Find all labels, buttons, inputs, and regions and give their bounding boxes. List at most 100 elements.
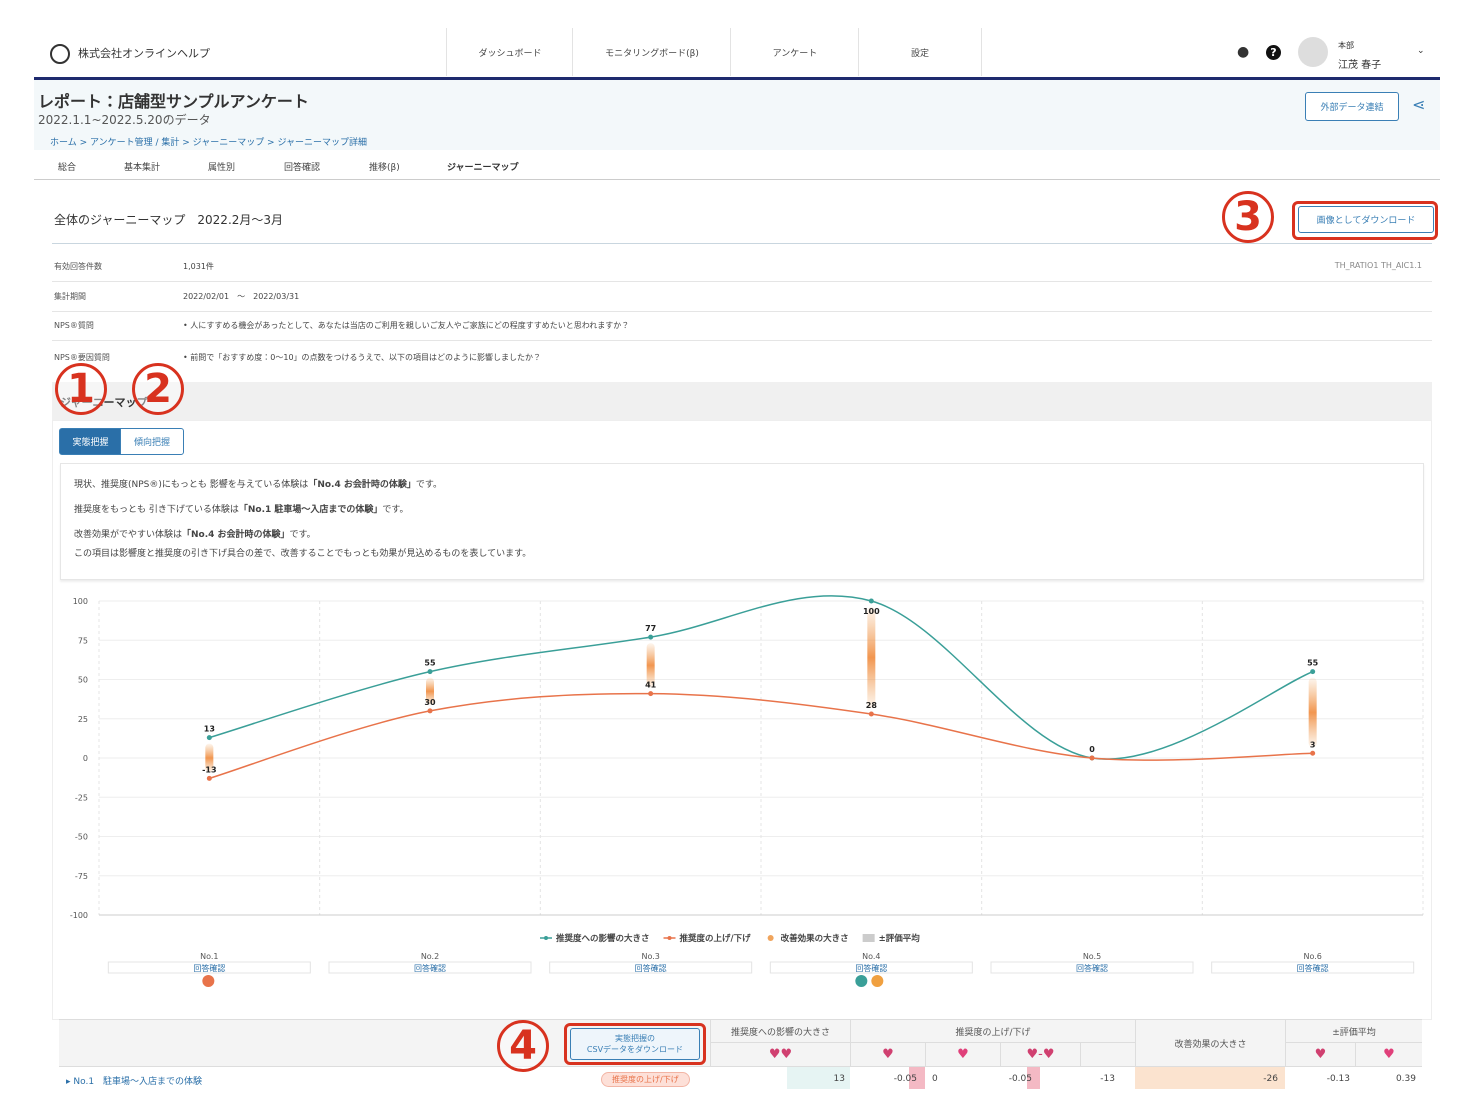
bar-bg: [1135, 1067, 1285, 1089]
data-label: 100: [863, 607, 880, 616]
y-tick-label: 50: [78, 676, 88, 685]
status-dot: [871, 975, 884, 987]
th: ±評価平均: [1285, 1020, 1422, 1042]
point: [427, 669, 433, 675]
legend-dot: [544, 936, 548, 940]
point: [868, 711, 874, 717]
answer-link[interactable]: 回答確認: [1297, 963, 1329, 973]
data-label: 3: [1310, 740, 1316, 749]
link-box: [107, 961, 311, 974]
y-tick-label: 25: [78, 715, 88, 724]
tab[interactable]: 属性別: [208, 163, 236, 173]
legend-dot: [667, 936, 672, 940]
bottom-fill: [0, 1089, 1484, 1110]
nav-item[interactable]: 設定: [858, 28, 982, 76]
link-box: [1211, 961, 1415, 974]
x-tick-label: No.6: [1303, 952, 1321, 961]
summary-post: です。: [289, 530, 316, 540]
legend-label: 推奨度への影響の大きさ: [555, 933, 650, 944]
bell-icon[interactable]: ●: [1237, 44, 1250, 60]
share-icon[interactable]: ⋖: [1412, 95, 1426, 114]
answer-link[interactable]: 回答確認: [855, 963, 887, 973]
x-tick-label: No.1: [200, 952, 218, 961]
highlight: [564, 1023, 706, 1065]
bar-bg: [1027, 1067, 1040, 1089]
toggle[interactable]: 傾向把握: [120, 428, 184, 455]
codes: TH_RATIO1 TH_AIC1.1: [1334, 261, 1422, 270]
nav-item[interactable]: アンケート: [730, 28, 859, 76]
legend-label: 推奨度の上げ/下げ: [679, 933, 752, 944]
help-icon[interactable]: ?: [1266, 45, 1281, 60]
cell-value: -0.13: [1326, 1074, 1350, 1084]
cell-value: -13: [1100, 1074, 1115, 1084]
row-name[interactable]: ▸ No.1 駐車場〜入店までの体験: [66, 1077, 203, 1087]
data-label: -13: [202, 765, 216, 774]
bar-bg: [787, 1067, 850, 1089]
th-blank: [1080, 1042, 1135, 1066]
y-tick-label: 0: [83, 754, 88, 763]
tab[interactable]: 基本集計: [124, 163, 161, 173]
dropdown[interactable]: ⌄: [1417, 46, 1425, 56]
toggle-active[interactable]: 実態把握: [59, 428, 122, 455]
report-period: 2022.1.1~2022.5.20のデータ: [38, 113, 211, 127]
data-label: 55: [1307, 659, 1319, 668]
answer-link[interactable]: 回答確認: [414, 963, 446, 973]
effect-bar: [205, 743, 214, 773]
data-label: 13: [204, 725, 215, 734]
link-box: [328, 961, 532, 974]
legend-box: [862, 934, 875, 942]
answer-link[interactable]: 回答確認: [635, 963, 667, 973]
x-tick-label: No.3: [641, 952, 659, 961]
tab[interactable]: ジャーニーマップ: [447, 163, 519, 173]
row-divider: [52, 340, 1432, 341]
summary-pre: 推奨度をもっとも 引き下げている体験は: [74, 505, 239, 515]
image-download[interactable]: 画像としてダウンロード: [1298, 206, 1434, 233]
series-line: [209, 692, 1313, 780]
summary-pre: 現状、推奨度(NPS®)にもっとも 影響を与えている体験は: [74, 480, 309, 490]
chart: -100 -75 -50 -25 0 25 50 75 100 13 55 77 100 0 55 -13 30…: [70, 595, 1424, 987]
tabs-border: [34, 179, 1440, 180]
row-name-text: No.1 駐車場〜入店までの体験: [73, 1077, 203, 1087]
company: 株式会社オンラインヘルプ: [78, 47, 210, 60]
cell-value: -26: [1263, 1074, 1278, 1084]
user-org: 本部: [1338, 41, 1354, 50]
header-border: [34, 77, 1440, 80]
point: [648, 691, 654, 697]
summary-bold: 「No.1 駐車場〜入店までの体験」: [238, 505, 383, 515]
summary-pre: この項目は影響度と推奨度の引き下げ具合の差で、改善することでもっとも効果が見込め…: [74, 549, 532, 559]
series-line: [209, 595, 1313, 760]
th: 改善効果の大きさ: [1135, 1020, 1285, 1066]
y-tick-label: -75: [75, 872, 88, 881]
y-tick-label: -50: [75, 833, 88, 842]
point: [206, 775, 212, 781]
point: [1310, 750, 1316, 756]
answer-link[interactable]: 回答確認: [1076, 963, 1108, 973]
csv-download[interactable]: 実態把握の CSVデータをダウンロード: [570, 1028, 700, 1060]
data-label: 28: [866, 701, 878, 710]
nav-item[interactable]: モニタリングボード(β): [572, 28, 731, 76]
answer-link[interactable]: 回答確認: [193, 963, 225, 973]
y-tick-label: -25: [75, 793, 88, 802]
tab[interactable]: 回答確認: [284, 163, 321, 173]
link-box: [549, 961, 753, 974]
summary-bold: 「No.4 お会計時の体験」: [308, 480, 416, 490]
annotation: 4: [497, 1020, 549, 1072]
y-tick-label: -100: [70, 911, 88, 920]
tab[interactable]: 推移(β): [369, 163, 400, 173]
summary-line: 現状、推奨度(NPS®)にもっとも 影響を与えている体験は「No.4 お会計時の…: [74, 477, 442, 490]
heart-icons: ♥♥: [710, 1042, 850, 1066]
user-name: 江茂 春子: [1338, 60, 1382, 71]
tab[interactable]: 総合: [58, 163, 77, 173]
status-dot: [202, 975, 215, 987]
info-label: 集計期間: [54, 292, 86, 301]
breadcrumb[interactable]: ホーム > アンケート管理 / 集計 > ジャーニーマップ > ジャーニーマップ…: [50, 138, 368, 148]
x-tick-label: No.4: [862, 952, 880, 961]
nav-item[interactable]: ダッシュボード: [446, 28, 573, 76]
legend-label: ±評価平均: [879, 933, 921, 944]
external-button[interactable]: 外部データ連結: [1305, 92, 1399, 121]
avatar[interactable]: [1298, 37, 1328, 67]
point: [206, 735, 212, 741]
y-tick-label: 75: [78, 636, 88, 645]
info-label: NPS®質問: [54, 321, 94, 330]
summary-post: です。: [382, 505, 409, 515]
